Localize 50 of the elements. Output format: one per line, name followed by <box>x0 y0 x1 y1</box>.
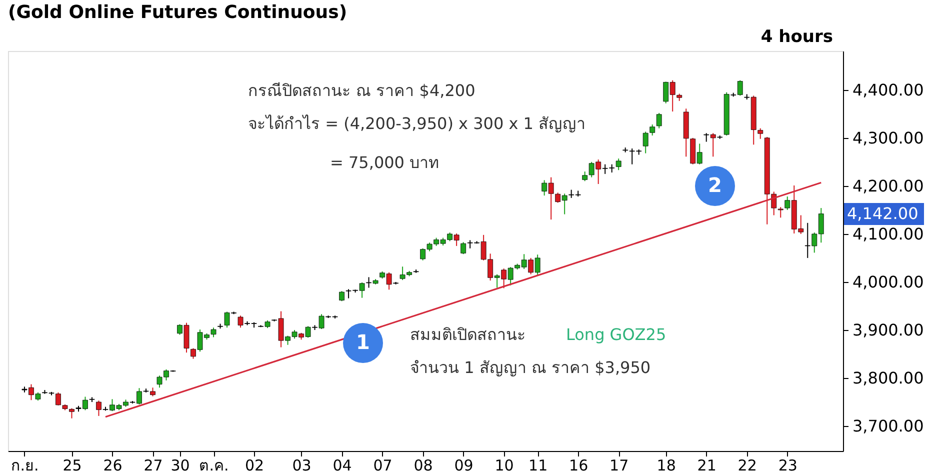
candlestick <box>642 131 648 154</box>
annotation: จะได้กำไร = (4,200-3,950) x 300 x 1 สัญญา <box>248 114 586 133</box>
y-tick-label: 4,100.00 <box>852 224 924 244</box>
y-tick-label: 4,300.00 <box>852 128 924 148</box>
candlestick <box>650 124 656 136</box>
annotation: สมมติเปิดสถานะ <box>410 325 526 344</box>
x-tick-label: 23 <box>778 456 798 473</box>
x-tick-label: 10 <box>494 456 514 473</box>
x-tick-label: 22 <box>738 456 757 473</box>
candlestick <box>582 171 588 182</box>
candlestick <box>69 408 74 419</box>
candlestick <box>778 206 784 218</box>
x-tick-label: 27 <box>144 456 163 473</box>
x-tick-label: 18 <box>656 456 676 473</box>
y-tick-label: 4,400.00 <box>852 80 924 100</box>
x-tick-label: 17 <box>610 456 629 473</box>
candlestick <box>656 112 662 129</box>
x-tick-label: 02 <box>244 456 264 473</box>
x-tick-label: 30 <box>170 456 190 473</box>
x-tick-label: ต.ค. <box>199 456 229 473</box>
chart-title: (Gold Online Futures Continuous) <box>8 2 348 23</box>
annotation: กรณีปิดสถานะ ณ ราคา $4,200 <box>248 81 476 100</box>
text: 4,142.00 <box>847 204 918 223</box>
text: 4 hours <box>760 27 833 47</box>
candlestick <box>56 392 61 406</box>
x-tick-label: 03 <box>292 456 312 473</box>
candlestick <box>616 158 622 171</box>
y-tick-label: 3,700.00 <box>852 416 924 436</box>
annotation: 2 <box>708 173 722 197</box>
x-tick-label: 11 <box>528 456 548 473</box>
candlestick <box>339 290 344 302</box>
y-tick-label: 4,200.00 <box>852 176 924 196</box>
x-tick-label: 07 <box>373 456 392 473</box>
candlestick <box>758 128 764 140</box>
x-tick-label: 16 <box>569 456 588 473</box>
annotation: = 75,000 บาท <box>330 153 440 172</box>
y-tick-label: 4,000.00 <box>852 272 924 292</box>
y-tick-label: 3,900.00 <box>852 320 924 340</box>
candlestick <box>210 327 216 338</box>
x-tick-label: 21 <box>697 456 716 473</box>
annotation: Long GOZ25 <box>566 325 666 344</box>
x-tick-label: ก.ย. <box>11 456 39 473</box>
x-tick-label: 26 <box>103 456 122 473</box>
annotation: จำนวน 1 สัญญา ณ ราคา $3,950 <box>410 358 651 377</box>
x-tick-label: 25 <box>62 456 82 473</box>
x-tick-label: 09 <box>454 456 474 473</box>
annotation: 1 <box>356 330 370 354</box>
x-tick-label: 04 <box>332 456 352 473</box>
y-tick-label: 3,800.00 <box>852 368 924 388</box>
x-tick-label: 08 <box>414 456 433 473</box>
